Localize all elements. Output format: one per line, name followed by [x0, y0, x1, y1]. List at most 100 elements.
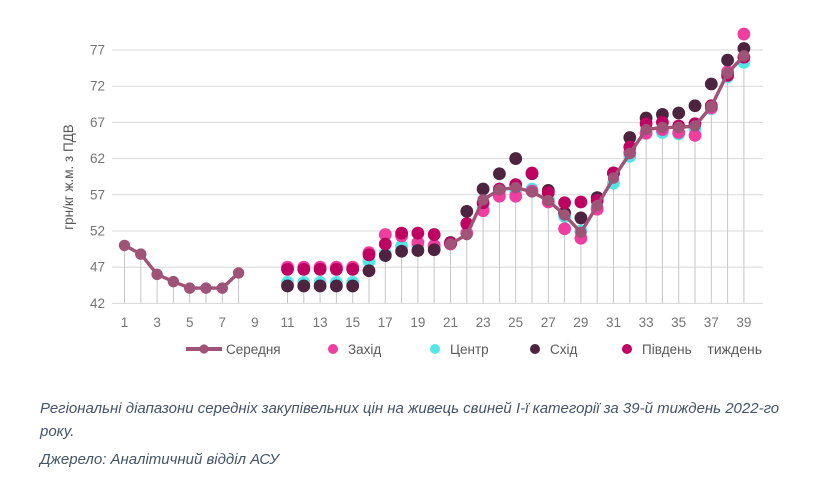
- point-serednia-w36: [689, 120, 701, 132]
- y-axis-title: грн/кг ж.м. з ПДВ: [61, 124, 76, 230]
- point-zakhid-w17: [378, 228, 392, 241]
- legend-marker-zakhid: [328, 344, 338, 354]
- x-tick-label: 25: [508, 315, 523, 330]
- chart-source: Джерело: Аналітичний відділ АСУ: [40, 451, 279, 468]
- x-tick-label: 13: [313, 315, 328, 330]
- point-skhid-w17: [378, 249, 392, 262]
- point-skhid-w12: [297, 279, 311, 293]
- x-tick-label: 17: [378, 315, 393, 330]
- point-skhid-w29: [574, 211, 588, 225]
- point-serednia-w39: [738, 50, 750, 62]
- x-tick-label: 39: [736, 315, 751, 330]
- legend-label-zakhid: Захід: [348, 342, 381, 357]
- point-pivden-w15: [346, 262, 360, 276]
- point-skhid-w19: [411, 244, 425, 257]
- point-serednia-w6: [200, 282, 212, 294]
- x-tick-label: 7: [219, 315, 227, 330]
- x-tick-label: 5: [186, 315, 194, 330]
- x-tick-label: 37: [704, 315, 719, 330]
- point-serednia-w32: [624, 147, 636, 160]
- legend-marker-dot-serednia: [199, 344, 209, 354]
- point-pivden-w27: [541, 186, 555, 199]
- point-skhid-w25: [509, 152, 523, 165]
- point-skhid-w22: [460, 205, 474, 218]
- point-serednia-w22: [461, 228, 473, 241]
- x-tick-label: 3: [153, 315, 161, 330]
- point-skhid-w18: [395, 244, 408, 258]
- caption-block: Регіональні діапазони середніх закупівел…: [0, 382, 835, 472]
- point-serednia-w1: [118, 239, 131, 252]
- x-tick-label: 19: [410, 315, 425, 330]
- y-tick-label: 67: [90, 115, 105, 130]
- y-tick-label: 62: [90, 151, 105, 166]
- point-serednia-w37: [705, 100, 717, 113]
- point-serednia-w34: [656, 121, 669, 134]
- legend-label-skhid: Схід: [550, 342, 577, 357]
- point-serednia-w24: [493, 183, 506, 196]
- point-pivden-w12: [297, 262, 311, 276]
- point-skhid-w32: [623, 131, 637, 144]
- point-serednia-w28: [558, 209, 571, 221]
- point-serednia-w38: [721, 67, 734, 79]
- point-pivden-w28: [558, 196, 571, 210]
- point-serednia-w5: [184, 282, 196, 294]
- point-pivden-w11: [281, 262, 294, 276]
- legend-label-serednia: Середня: [226, 342, 281, 357]
- point-skhid-w38: [721, 53, 734, 67]
- y-tick-label: 42: [90, 296, 105, 311]
- point-serednia-w25: [510, 181, 522, 194]
- chart-caption: Регіональні діапазони середніх закупівел…: [40, 400, 780, 440]
- point-pivden-w26: [525, 166, 539, 180]
- x-tick-label: 9: [251, 315, 259, 330]
- point-serednia-w4: [167, 275, 180, 288]
- point-serednia-w26: [526, 186, 538, 198]
- point-pivden-w29: [574, 195, 588, 209]
- point-zakhid-w39: [737, 27, 751, 41]
- point-pivden-w14: [330, 262, 343, 276]
- point-serednia-w8: [232, 267, 245, 279]
- x-tick-label: 11: [280, 315, 294, 330]
- x-tick-label: 1: [121, 315, 129, 330]
- y-tick-label: 47: [90, 260, 105, 275]
- legend-label-pivden: Південь: [642, 342, 692, 357]
- point-skhid-w16: [362, 264, 376, 278]
- point-zakhid-w36: [688, 129, 702, 142]
- point-skhid-w35: [672, 106, 686, 120]
- point-skhid-w23: [476, 182, 490, 196]
- point-pivden-w20: [427, 228, 441, 241]
- x-tick-label: 35: [671, 315, 686, 330]
- point-skhid-w14: [330, 279, 343, 293]
- point-serednia-w30: [591, 199, 603, 212]
- point-pivden-w13: [313, 262, 327, 276]
- point-pivden-w16: [362, 248, 376, 262]
- point-pivden-w19: [411, 226, 425, 240]
- y-tick-label: 72: [90, 79, 105, 94]
- point-serednia-w7: [216, 282, 228, 294]
- point-serednia-w31: [607, 172, 620, 184]
- x-axis-title: тиждень: [707, 341, 762, 357]
- y-tick-label: 52: [90, 223, 105, 238]
- point-serednia-w2: [135, 248, 147, 260]
- point-serednia-w35: [673, 121, 685, 134]
- legend-marker-pivden: [622, 344, 632, 354]
- y-tick-label: 77: [90, 43, 105, 58]
- point-skhid-w13: [313, 279, 327, 293]
- point-serednia-w3: [151, 268, 163, 281]
- point-zakhid-w25: [509, 189, 523, 203]
- y-tick-label: 57: [90, 187, 105, 202]
- x-tick-label: 33: [639, 315, 654, 330]
- point-zakhid-w28: [558, 222, 571, 236]
- point-serednia-w27: [542, 194, 554, 207]
- point-serednia-w29: [575, 226, 587, 239]
- x-tick-label: 15: [345, 315, 360, 330]
- point-serednia-w21: [444, 238, 457, 250]
- legend-marker-skhid: [530, 344, 540, 354]
- point-skhid-w20: [427, 243, 441, 257]
- point-serednia-w23: [477, 194, 489, 206]
- point-skhid-w11: [281, 279, 294, 293]
- x-tick-label: 31: [606, 315, 621, 330]
- point-pivden-w18: [395, 226, 408, 240]
- point-pivden-w17: [378, 237, 392, 251]
- point-skhid-w24: [493, 167, 506, 181]
